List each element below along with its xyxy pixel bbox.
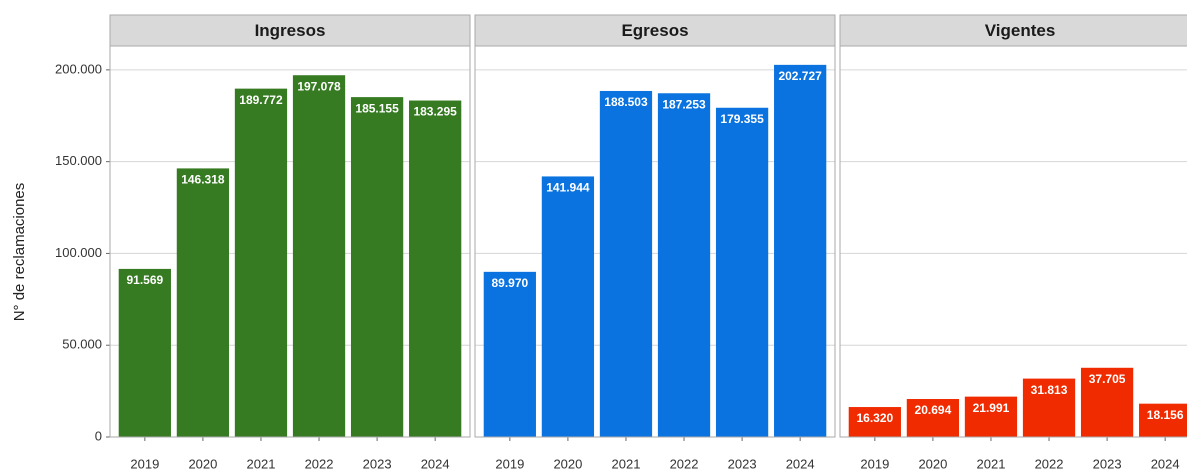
y-tick-label: 150.000 [55, 153, 102, 168]
value-label: 20.694 [915, 403, 952, 417]
bar [1080, 367, 1134, 437]
x-tick-label: 2024 [1151, 456, 1180, 471]
x-tick-label: 2022 [1035, 456, 1064, 471]
x-tick-label: 2020 [188, 456, 217, 471]
x-tick-label: 2021 [612, 456, 641, 471]
x-tick-label: 2019 [130, 456, 159, 471]
y-tick-label: 100.000 [55, 245, 102, 260]
value-label: 18.156 [1147, 408, 1184, 422]
bar [234, 88, 288, 437]
y-tick-label: 0 [95, 428, 102, 443]
bar [176, 168, 230, 437]
bar [292, 75, 346, 437]
bar [964, 396, 1018, 437]
value-label: 37.705 [1089, 372, 1126, 386]
x-tick-label: 2023 [728, 456, 757, 471]
bar [118, 268, 171, 437]
x-tick-label: 2020 [553, 456, 582, 471]
strip-title: Vigentes [985, 21, 1056, 40]
x-tick-label: 2024 [421, 456, 450, 471]
strip-title: Egresos [621, 21, 688, 40]
bar [483, 271, 536, 437]
bar [1022, 378, 1076, 437]
bar [541, 176, 595, 437]
bar [715, 107, 769, 438]
bar [350, 97, 404, 437]
x-tick-label: 2021 [247, 456, 276, 471]
y-tick-label: 50.000 [62, 337, 102, 352]
y-axis-label: N° de reclamaciones [11, 183, 28, 322]
value-label: 188.503 [604, 95, 648, 109]
x-tick-label: 2023 [363, 456, 392, 471]
bar [774, 64, 827, 438]
value-label: 179.355 [720, 112, 764, 126]
value-label: 187.253 [662, 97, 706, 111]
value-label: 197.078 [297, 79, 341, 93]
strip [109, 14, 471, 47]
value-label: 21.991 [973, 401, 1010, 415]
x-tick-label: 2020 [918, 456, 947, 471]
value-label: 141.944 [546, 181, 590, 195]
x-tick-label: 2019 [860, 456, 889, 471]
value-label: 89.970 [491, 276, 528, 290]
value-label: 31.813 [1031, 383, 1068, 397]
value-label: 91.569 [126, 273, 163, 287]
bar [657, 93, 711, 437]
panel-background [840, 46, 1187, 437]
strip [839, 14, 1187, 47]
value-label: 146.318 [181, 173, 225, 187]
value-label: 202.727 [778, 69, 822, 83]
value-label: 183.295 [413, 105, 457, 119]
bar [848, 407, 901, 437]
value-label: 189.772 [239, 93, 283, 107]
x-tick-label: 2019 [495, 456, 524, 471]
x-tick-label: 2024 [786, 456, 815, 471]
x-tick-label: 2021 [977, 456, 1006, 471]
x-tick-label: 2022 [670, 456, 699, 471]
bar [1139, 403, 1187, 437]
y-tick-label: 200.000 [55, 61, 102, 76]
strip [474, 14, 836, 47]
bar [906, 399, 960, 437]
strip-title: Ingresos [255, 21, 326, 40]
bar [599, 90, 653, 437]
value-label: 185.155 [355, 101, 399, 115]
bar [409, 100, 462, 437]
value-label: 16.320 [856, 411, 893, 425]
x-tick-label: 2022 [305, 456, 334, 471]
x-tick-label: 2023 [1093, 456, 1122, 471]
